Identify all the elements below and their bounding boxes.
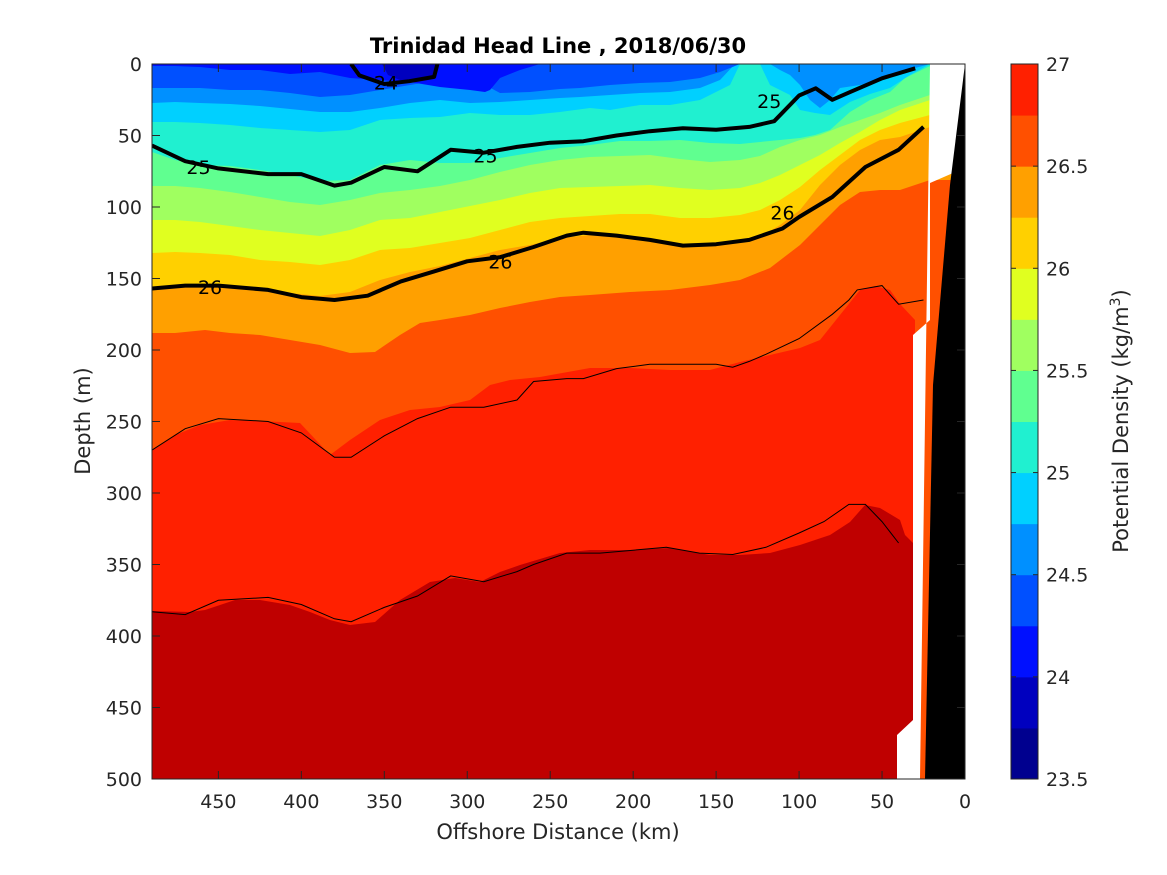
x-tick-label: 200 <box>615 791 651 813</box>
y-tick-label: 400 <box>106 626 142 648</box>
colorbar-swatch <box>1011 574 1038 627</box>
colorbar-swatch <box>1011 676 1038 729</box>
bold-contour-24 <box>349 64 440 86</box>
y-tick-label: 300 <box>106 483 142 505</box>
colorbar-swatch <box>1011 217 1038 269</box>
y-tick-label: 0 <box>130 54 142 76</box>
bold-contour-25 <box>152 66 916 188</box>
y-tick-label: 500 <box>106 769 142 791</box>
colorbar-swatch <box>1011 625 1038 678</box>
x-tick-label: 400 <box>283 791 319 813</box>
contour-line-26.5 <box>152 285 924 458</box>
colorbar-swatch <box>1011 472 1038 525</box>
colorbar-swatch <box>1011 166 1038 218</box>
plot-area: 24 25 25 25 26 26 26 <box>152 64 965 779</box>
colorbar-swatch <box>1011 268 1038 320</box>
y-tick-label: 100 <box>106 197 142 219</box>
y-axis: 0 50 100 150 200 250 300 350 400 450 500 <box>106 54 965 791</box>
contour-label: 25 <box>473 146 497 168</box>
colorbar-swatch <box>1011 727 1038 780</box>
band-24-core <box>382 64 437 80</box>
colorbar-swatch <box>1011 523 1038 576</box>
topography-black <box>925 64 965 779</box>
y-tick-label: 200 <box>106 340 142 362</box>
contour-labels: 24 25 25 25 26 26 26 <box>186 73 794 299</box>
y-tick-label: 150 <box>106 269 142 291</box>
x-tick-label: 300 <box>449 791 485 813</box>
y-tick-label: 250 <box>106 412 142 434</box>
colorbar-title: Potential Density (kg/m3) <box>1108 289 1133 553</box>
y-axis-title: Depth (m) <box>71 367 95 474</box>
y-tick-label: 50 <box>118 126 142 148</box>
colorbar-tick-label: 26 <box>1046 258 1070 280</box>
colorbar-swatch <box>1011 115 1038 167</box>
contour-label: 26 <box>198 277 222 299</box>
y-tick-label: 450 <box>106 698 142 720</box>
x-tick-label: 150 <box>698 791 734 813</box>
x-tick-label: 100 <box>781 791 817 813</box>
chart-title: Trinidad Head Line , 2018/06/30 <box>370 34 746 58</box>
x-tick-label: 450 <box>200 791 236 813</box>
x-tick-label: 50 <box>870 791 894 813</box>
contour-label: 24 <box>374 73 398 95</box>
colorbar-tick-label: 25.5 <box>1046 360 1088 382</box>
colorbar: 27 26.5 26 25.5 25 24.5 24 23.5 <box>1010 54 1088 791</box>
x-tick-label: 0 <box>959 791 971 813</box>
colorbar-tick-label: 24.5 <box>1046 565 1088 587</box>
contour-label: 26 <box>488 251 512 273</box>
colorbar-tick-label: 27 <box>1046 54 1070 76</box>
contour-lines <box>152 285 924 623</box>
contour-label: 25 <box>757 91 781 113</box>
contour-line-26.75 <box>152 503 899 623</box>
colorbar-swatch <box>1011 421 1038 474</box>
colorbar-tick-label: 24 <box>1046 667 1070 689</box>
bold-contour-lines <box>152 64 925 302</box>
x-tick-label: 350 <box>366 791 402 813</box>
colorbar-tick-label: 25 <box>1046 463 1070 485</box>
colorbar-swatch <box>1011 319 1038 371</box>
colorbar-tick-label: 23.5 <box>1046 769 1088 791</box>
colorbar-frame <box>1010 63 1039 780</box>
bold-contour-26 <box>152 125 925 302</box>
x-axis: 450 400 350 300 250 200 150 100 50 0 <box>200 64 971 813</box>
contour-label: 26 <box>770 203 794 225</box>
colorbar-swatch <box>1011 64 1038 116</box>
colorbar-tick-label: 26.5 <box>1046 156 1088 178</box>
x-tick-label: 250 <box>532 791 568 813</box>
x-axis-title: Offshore Distance (km) <box>436 820 679 844</box>
topography-white <box>897 64 965 779</box>
band-23.75-24 <box>152 64 540 92</box>
contour-label: 25 <box>186 157 210 179</box>
colorbar-swatch <box>1011 370 1038 422</box>
y-tick-label: 350 <box>106 555 142 577</box>
